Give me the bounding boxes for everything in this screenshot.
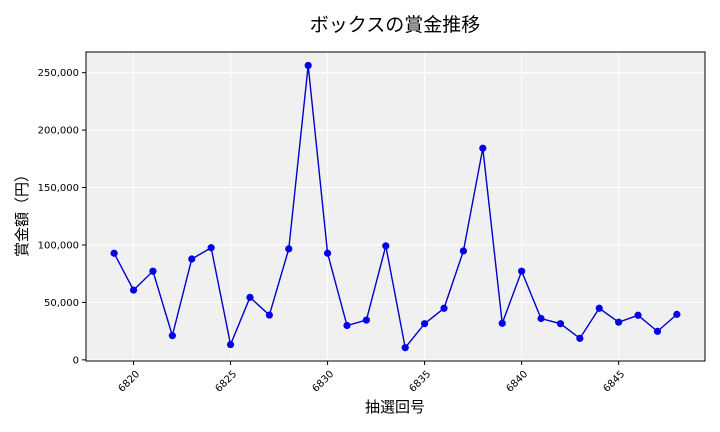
- data-point: [362, 316, 370, 324]
- x-tick-label: 6845: [602, 369, 628, 395]
- data-point: [537, 314, 545, 323]
- data-point: [226, 340, 235, 349]
- data-point: [188, 255, 196, 263]
- data-point: [479, 144, 487, 152]
- data-point: [653, 327, 662, 335]
- y-tick-label: 50,000: [44, 298, 79, 309]
- y-tick-label: 250,000: [38, 68, 79, 79]
- x-tick-label: 6820: [116, 369, 142, 395]
- data-point: [440, 304, 448, 312]
- data-point: [285, 245, 293, 253]
- y-tick-label: 100,000: [38, 240, 79, 251]
- data-point: [459, 247, 468, 255]
- data-point: [615, 318, 623, 326]
- series-line: [113, 65, 678, 350]
- data-point: [556, 320, 565, 328]
- y-tick-label: 150,000: [38, 183, 79, 194]
- data-point: [595, 304, 603, 312]
- y-axis-label: 賞金額（円）: [13, 167, 31, 257]
- data-point: [576, 334, 584, 342]
- data-point: [323, 249, 332, 257]
- plot-frame: [85, 51, 706, 362]
- data-point: [246, 293, 254, 301]
- data-point: [343, 321, 351, 330]
- y-tick-label: 0: [73, 355, 79, 366]
- x-axis-label: 抽選回号: [365, 398, 425, 416]
- data-series: [110, 61, 681, 352]
- data-point: [498, 319, 506, 327]
- data-point: [401, 344, 409, 352]
- data-point: [168, 332, 176, 340]
- grid-lines: [86, 52, 705, 361]
- y-tick-label: 200,000: [38, 126, 79, 137]
- data-point: [421, 320, 429, 328]
- x-tick-label: 6835: [407, 369, 433, 395]
- chart-title: ボックスの賞金推移: [310, 14, 480, 36]
- x-tick-label: 6830: [310, 369, 336, 395]
- data-point: [149, 267, 157, 275]
- data-point: [518, 267, 526, 275]
- plot-area: [86, 52, 705, 361]
- x-tick-label: 6840: [505, 369, 531, 395]
- data-point: [110, 249, 118, 257]
- x-tick-label: 6825: [213, 369, 239, 395]
- data-point: [634, 311, 642, 319]
- data-point: [382, 242, 390, 250]
- data-point: [265, 311, 273, 319]
- data-point: [207, 244, 215, 252]
- data-point: [304, 61, 312, 70]
- data-point: [129, 286, 138, 294]
- data-point: [673, 310, 681, 318]
